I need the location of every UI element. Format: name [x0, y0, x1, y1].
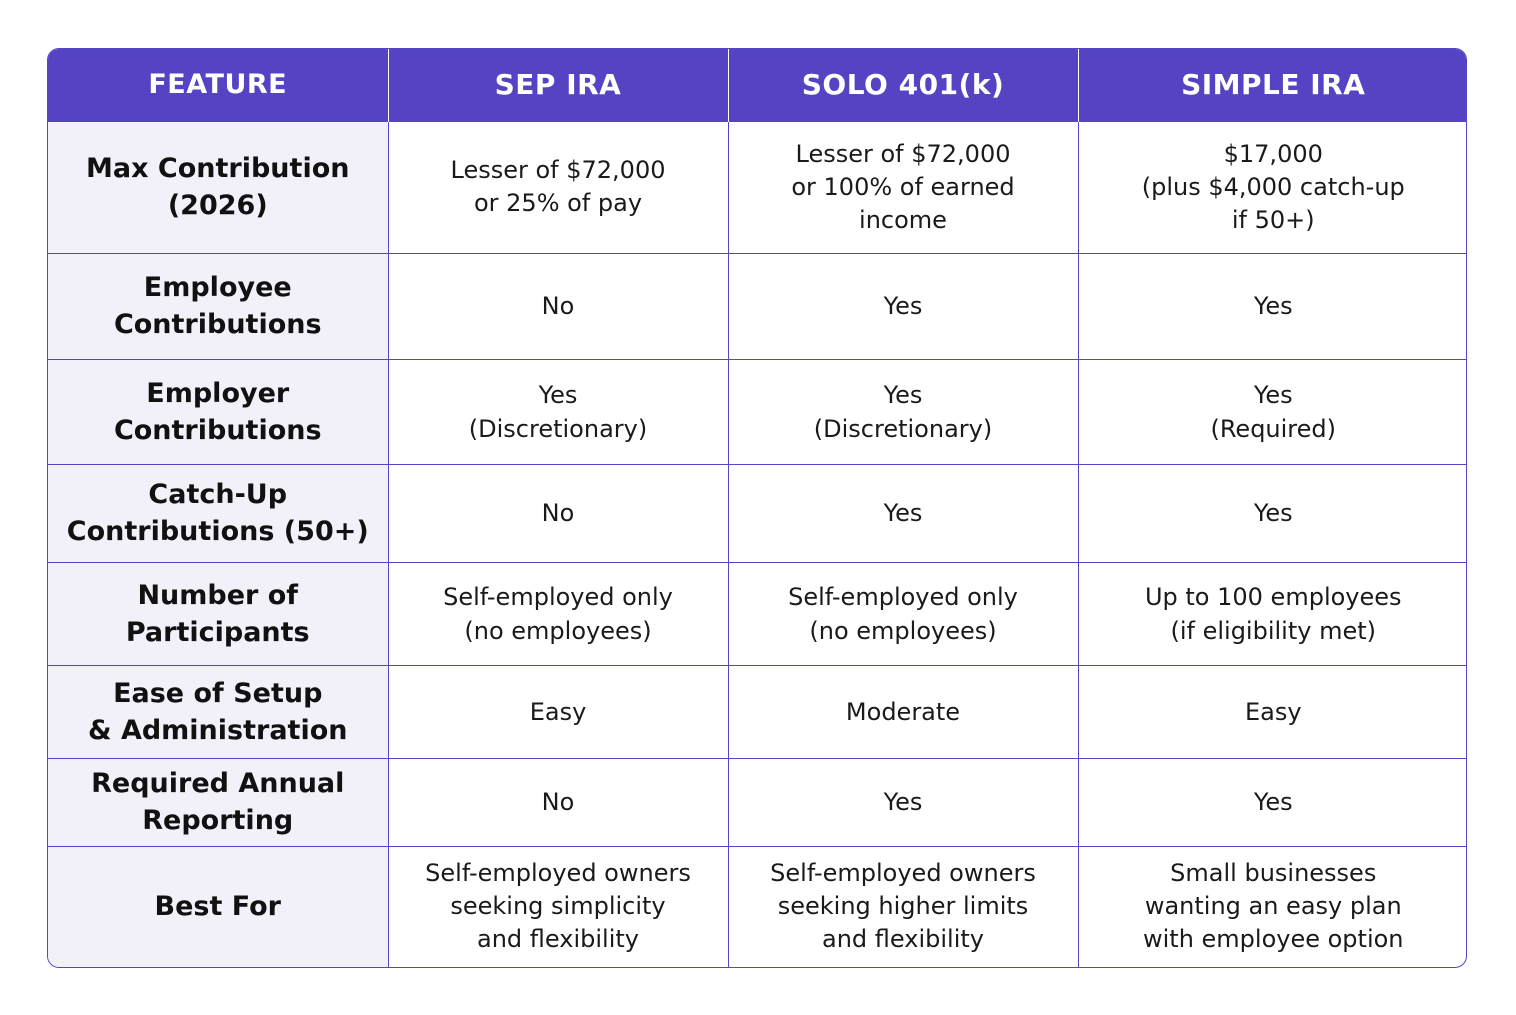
header-row: FEATURE SEP IRA SOLO 401(k) SIMPLE IRA [48, 49, 1466, 121]
comparison-table: FEATURE SEP IRA SOLO 401(k) SIMPLE IRA M… [47, 48, 1467, 968]
table-row: Max Contribution (2026) Lesser of $72,00… [48, 120, 1466, 253]
table-cell: Lesser of $72,000 or 100% of earned inco… [728, 120, 1079, 253]
table-cell: Yes (Discretionary) [388, 358, 729, 464]
table-cell: Yes (Discretionary) [728, 358, 1079, 464]
table-cell: Self-employed only (no employees) [388, 561, 729, 665]
table-cell: Easy [388, 664, 729, 758]
table-cell: Self-employed owners seeking simplicity … [388, 845, 729, 967]
table-cell: Lesser of $72,000 or 25% of pay [388, 120, 729, 253]
table-row: Catch-Up Contributions (50+) No Yes Yes [48, 463, 1466, 562]
table-cell: Small businesses wanting an easy plan wi… [1078, 845, 1466, 967]
header-simple-ira: SIMPLE IRA [1181, 68, 1366, 102]
feature-label: Best For [48, 845, 389, 967]
feature-label: Ease of Setup & Administration [48, 664, 389, 758]
retirement-plan-table: FEATURE SEP IRA SOLO 401(k) SIMPLE IRA M… [48, 49, 1466, 967]
table-cell: Yes (Required) [1078, 358, 1466, 464]
feature-label: Max Contribution (2026) [48, 120, 389, 253]
table-cell: $17,000 (plus $4,000 catch-up if 50+) [1078, 120, 1466, 253]
table-cell: Self-employed only (no employees) [728, 561, 1079, 665]
table-row: Employer Contributions Yes (Discretionar… [48, 358, 1466, 464]
table-cell: Easy [1078, 664, 1466, 758]
table-cell: Self-employed owners seeking higher limi… [728, 845, 1079, 967]
header-sep-ira: SEP IRA [388, 49, 729, 121]
table-cell: No [388, 463, 729, 562]
table-row: Employee Contributions No Yes Yes [48, 252, 1466, 359]
header-feature: FEATURE [48, 49, 389, 121]
feature-label: Required Annual Reporting [48, 757, 389, 846]
feature-label: Employer Contributions [48, 358, 389, 464]
feature-label: Catch-Up Contributions (50+) [48, 463, 389, 562]
table-cell: Yes [1078, 757, 1466, 846]
table-cell: Up to 100 employees (if eligibility met) [1078, 561, 1466, 665]
table-row: Required Annual Reporting No Yes Yes [48, 757, 1466, 846]
table-cell: Yes [1078, 463, 1466, 562]
table-row: Number of Participants Self-employed onl… [48, 561, 1466, 665]
table-cell: Yes [1078, 252, 1466, 359]
table-cell: Yes [728, 252, 1079, 359]
table-cell: Moderate [728, 664, 1079, 758]
table-cell: No [388, 252, 729, 359]
table-row: Ease of Setup & Administration Easy Mode… [48, 664, 1466, 758]
table-cell: Yes [728, 463, 1079, 562]
feature-label: Employee Contributions [48, 252, 389, 359]
table-row: Best For Self-employed owners seeking si… [48, 845, 1466, 967]
header-solo-401k: SOLO 401(k) [728, 49, 1079, 121]
feature-label: Number of Participants [48, 561, 389, 665]
table-cell: No [388, 757, 729, 846]
table-cell: Yes [728, 757, 1079, 846]
